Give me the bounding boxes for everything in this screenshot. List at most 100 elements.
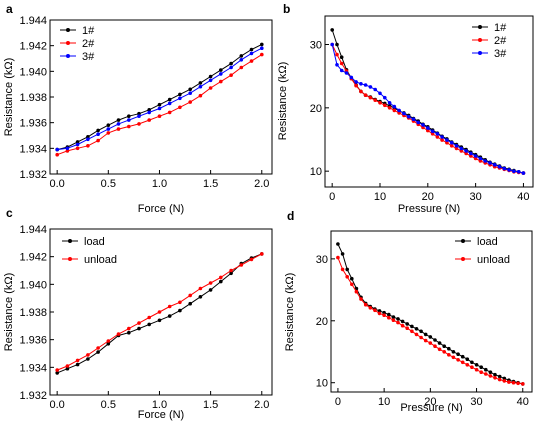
data-point [383, 95, 387, 100]
data-point [377, 311, 382, 316]
data-point [451, 355, 456, 360]
data-point [345, 275, 350, 279]
data-point [484, 372, 488, 376]
data-point [392, 104, 397, 109]
y-tick-label: 1.938 [19, 92, 47, 104]
data-point [423, 332, 428, 337]
data-point [178, 105, 182, 110]
plot-frame [330, 230, 533, 393]
legend-swatch-marker [66, 41, 70, 45]
x-tick-label: 40 [517, 191, 529, 203]
data-point [414, 332, 419, 337]
data-point [363, 93, 368, 97]
data-point [75, 140, 80, 144]
legend-entry: 3# [82, 51, 95, 63]
data-point [442, 344, 447, 349]
data-point [55, 371, 59, 375]
legend-entry: 1# [82, 25, 95, 37]
data-point [435, 135, 440, 139]
data-point [449, 140, 454, 145]
data-point [339, 61, 344, 66]
data-point [96, 138, 100, 143]
data-point [96, 132, 100, 136]
data-point [516, 170, 521, 174]
data-point [363, 83, 368, 87]
data-point [410, 329, 414, 334]
data-point [188, 100, 192, 104]
x-tick-label: 0.5 [101, 399, 116, 411]
x-tick-label: 20 [424, 396, 436, 408]
data-point [411, 117, 416, 121]
data-point [249, 51, 254, 56]
y-tick-label: 20 [316, 316, 328, 328]
data-point [208, 86, 213, 90]
data-point [335, 63, 339, 67]
data-point [421, 123, 425, 127]
data-point [454, 146, 459, 151]
data-point [521, 382, 525, 386]
data-point [359, 82, 363, 86]
data-point [492, 163, 497, 167]
data-point [421, 125, 425, 130]
y-tick-label: 1.940 [19, 279, 47, 291]
data-point [157, 102, 162, 107]
data-point [473, 154, 478, 158]
data-point [86, 357, 90, 361]
data-point [426, 128, 430, 133]
legend-swatch-marker [461, 239, 465, 243]
y-axis-label: Resistance (kΩ) [3, 273, 15, 352]
data-point [488, 161, 492, 165]
data-point [349, 75, 354, 80]
data-point [339, 55, 344, 59]
data-point [516, 381, 520, 386]
legend: load unload [455, 236, 510, 266]
y-tick-label: 10 [316, 378, 328, 390]
data-point [456, 352, 460, 357]
plot-frame [324, 15, 534, 188]
data-point [426, 126, 430, 130]
legend-entry: 3# [494, 48, 507, 60]
data-point [167, 101, 172, 106]
data-point [405, 326, 410, 331]
data-point [387, 312, 391, 317]
data-point [336, 242, 340, 246]
panel-label: a [6, 2, 13, 16]
x-tick-label: 30 [469, 191, 481, 203]
data-point [219, 72, 223, 76]
data-point [127, 330, 131, 335]
legend-swatch-marker [66, 54, 70, 58]
x-tick-label: 1.0 [152, 399, 167, 411]
data-point [440, 135, 444, 139]
y-tick-label: 1.932 [19, 390, 47, 402]
data-point [433, 338, 437, 342]
data-point [106, 127, 111, 131]
data-point [521, 171, 526, 175]
data-point [260, 46, 264, 50]
data-point [96, 350, 100, 354]
data-point [198, 84, 203, 89]
data-point [344, 71, 349, 75]
legend-entry: load [477, 236, 498, 248]
data-point [363, 302, 368, 307]
data-point [414, 327, 419, 331]
data-point [260, 42, 264, 47]
data-point [502, 379, 507, 383]
series-3# [330, 42, 526, 175]
data-point [75, 142, 80, 147]
data-point [157, 114, 162, 118]
data-point [474, 363, 479, 367]
data-point [239, 58, 244, 62]
data-point [330, 28, 335, 32]
legend-entry: 1# [494, 22, 507, 34]
data-point [219, 79, 223, 84]
panel-label: d [287, 209, 294, 223]
data-point [428, 335, 433, 339]
data-point [354, 83, 358, 88]
series-unload [55, 252, 264, 372]
data-point [400, 319, 405, 324]
data-point [387, 106, 392, 110]
panel-c: c 0.0 0.5 1.0 1.5 2.0 1.932 1.934 1.936 1.938 1.94… [3, 206, 273, 421]
series-2# [55, 52, 264, 157]
data-point [493, 372, 497, 377]
x-tick-label: 0.0 [50, 178, 65, 190]
